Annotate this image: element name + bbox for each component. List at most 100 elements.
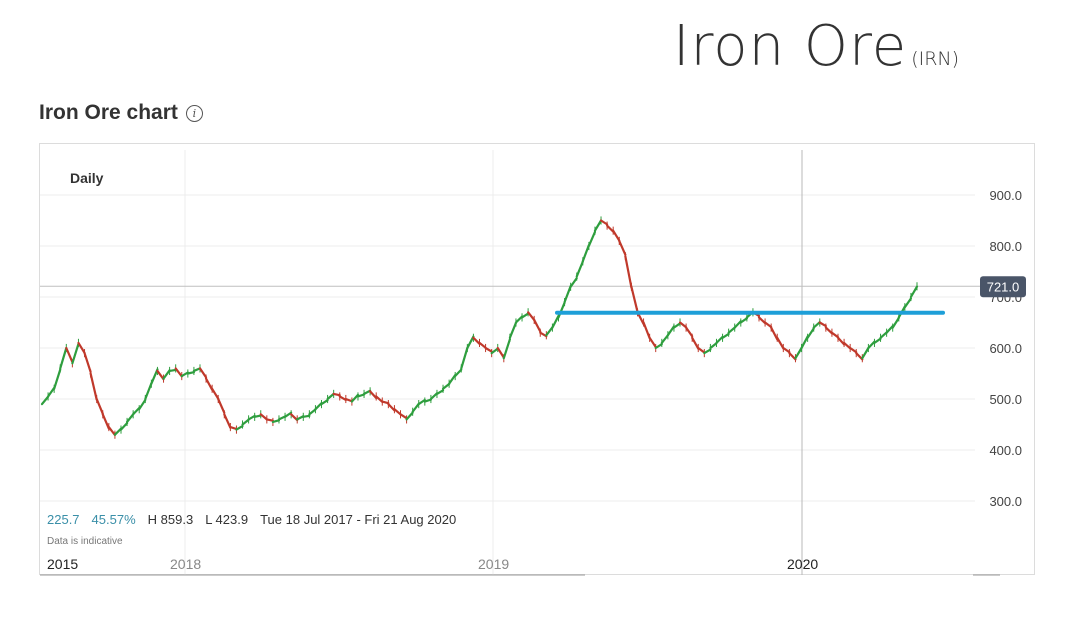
- y-tick-label: 900.0: [989, 188, 1022, 203]
- price-segment: [581, 243, 590, 263]
- price-segment: [253, 414, 262, 418]
- price-segment: [849, 346, 858, 354]
- price-segment: [168, 368, 177, 373]
- price-segment: [356, 393, 366, 398]
- price-segment: [89, 372, 98, 401]
- page-title: Iron Ore (IRN): [673, 14, 959, 79]
- price-segment: [53, 368, 62, 390]
- chart-heading-text: Iron Ore chart: [39, 101, 178, 124]
- price-segment: [393, 408, 402, 416]
- price-segment: [283, 411, 293, 418]
- price-segment: [150, 368, 159, 385]
- price-segment: [648, 336, 657, 349]
- interval-selector[interactable]: Daily: [60, 164, 114, 192]
- price-segment: [460, 346, 469, 370]
- y-tick-label: 400.0: [989, 443, 1022, 458]
- price-segment: [375, 395, 384, 403]
- x-tick-label: 2015: [47, 556, 78, 572]
- price-segment: [739, 317, 748, 324]
- price-segment: [399, 413, 408, 420]
- price-segment: [211, 387, 220, 400]
- price-segment: [879, 331, 888, 339]
- x-tick-label: 2018: [170, 556, 201, 572]
- price-segment: [320, 399, 329, 406]
- price-segment: [678, 321, 688, 329]
- price-segment: [569, 277, 578, 288]
- price-segment: [502, 338, 511, 360]
- price-segment: [65, 346, 74, 364]
- price-segment: [818, 321, 827, 328]
- price-segment: [812, 321, 821, 329]
- price-segment: [703, 348, 712, 355]
- price-badge-label: 721.0: [987, 279, 1020, 294]
- price-segment: [830, 331, 840, 339]
- price-segment: [794, 346, 803, 360]
- price-segment: [691, 336, 700, 350]
- price-segment: [624, 255, 633, 289]
- price-segment: [563, 285, 572, 304]
- price-segment: [83, 352, 92, 374]
- price-segment: [490, 347, 499, 355]
- price-segment: [800, 335, 809, 350]
- stat-change-pct: 45.57%: [91, 512, 136, 527]
- price-segment: [417, 398, 426, 406]
- price-segment: [520, 312, 530, 319]
- stat-change: 225.7: [47, 512, 80, 527]
- price-segment: [496, 346, 505, 359]
- price-segment: [593, 219, 603, 232]
- price-segment: [107, 425, 117, 437]
- price-segment: [660, 334, 669, 344]
- price-segment: [782, 346, 791, 354]
- price-segment: [684, 326, 694, 338]
- price-segment: [484, 346, 493, 353]
- chart-heading: Iron Ore chart i: [39, 101, 203, 125]
- price-segment: [344, 397, 353, 403]
- stats-bar: 225.7 45.57% H 859.3 L 423.9 Tue 18 Jul …: [47, 512, 456, 527]
- price-segment: [508, 321, 518, 339]
- price-segment: [776, 336, 785, 350]
- price-segment: [204, 377, 214, 391]
- price-segment: [612, 229, 621, 242]
- y-tick-label: 600.0: [989, 341, 1022, 356]
- price-segment: [95, 397, 104, 415]
- price-segment: [186, 371, 196, 375]
- price-segment: [241, 418, 250, 426]
- price-segment: [223, 413, 232, 429]
- price-segment: [903, 297, 913, 309]
- price-segment: [618, 239, 627, 256]
- price-segment: [873, 337, 882, 344]
- price-segment: [448, 374, 457, 385]
- price-segment: [405, 411, 414, 421]
- price-segment: [138, 398, 147, 411]
- price-segment: [435, 389, 445, 395]
- info-icon[interactable]: i: [185, 104, 203, 122]
- price-segment: [235, 424, 244, 431]
- stat-high: H 859.3: [147, 512, 194, 527]
- price-segment: [909, 285, 919, 299]
- price-segment: [198, 367, 208, 379]
- price-segment: [478, 341, 487, 349]
- price-segment: [119, 422, 129, 431]
- price-segment: [308, 408, 317, 416]
- price-segment: [672, 322, 682, 329]
- price-segment: [162, 369, 171, 380]
- price-segment: [454, 368, 463, 378]
- price-badge: [980, 276, 1026, 298]
- disclaimer: Data is indicative: [47, 536, 123, 547]
- price-segment: [144, 382, 153, 401]
- price-segment: [326, 392, 335, 401]
- price-segment: [533, 318, 542, 333]
- price-segment: [265, 418, 275, 422]
- price-segment: [891, 316, 900, 329]
- price-segment: [302, 414, 311, 418]
- price-segment: [466, 335, 475, 350]
- price-segment: [575, 260, 584, 278]
- x-tick-label: 2020: [787, 556, 818, 572]
- price-segment: [411, 402, 420, 413]
- x-tick-label: 2019: [478, 556, 509, 572]
- price-segment: [46, 386, 56, 398]
- price-segment: [77, 341, 86, 354]
- price-segment: [721, 332, 730, 339]
- price-segment: [709, 342, 718, 350]
